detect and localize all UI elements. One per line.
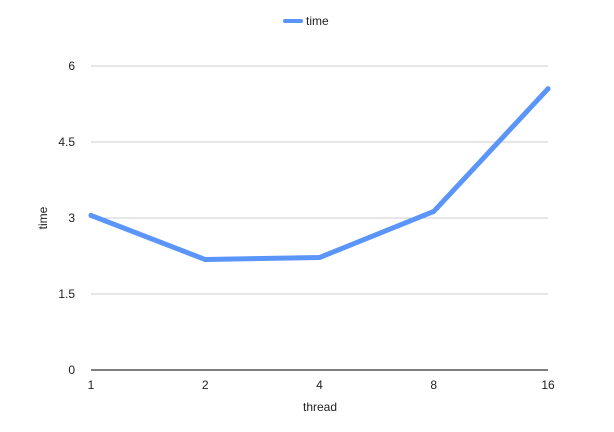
data-point xyxy=(317,255,322,261)
y-tick-label: 3 xyxy=(68,211,75,225)
y-tick-label: 6 xyxy=(68,59,75,73)
legend-label-time: time xyxy=(306,14,329,28)
data-point xyxy=(88,212,94,218)
gridlines xyxy=(91,65,548,295)
x-tick-label: 4 xyxy=(316,378,323,392)
x-axis-title: thread xyxy=(303,400,337,414)
y-tick-label: 0 xyxy=(68,363,75,377)
series-time xyxy=(88,86,551,263)
x-tick-label: 1 xyxy=(88,378,95,392)
x-tick-label: 8 xyxy=(430,378,437,392)
y-tick-label: 4.5 xyxy=(58,135,75,149)
data-point xyxy=(431,208,437,214)
data-point xyxy=(545,86,551,92)
y-axis-title: time xyxy=(36,206,50,229)
x-tick-label: 16 xyxy=(541,378,555,392)
y-axis-ticks: 0 1.5 3 4.5 6 xyxy=(58,59,75,377)
x-tick-label: 2 xyxy=(202,378,209,392)
series-line-time xyxy=(88,86,551,263)
x-axis-ticks: 1 2 4 8 16 xyxy=(88,378,555,392)
data-point xyxy=(202,257,208,263)
y-tick-label: 1.5 xyxy=(58,287,75,301)
legend: time xyxy=(283,14,329,28)
